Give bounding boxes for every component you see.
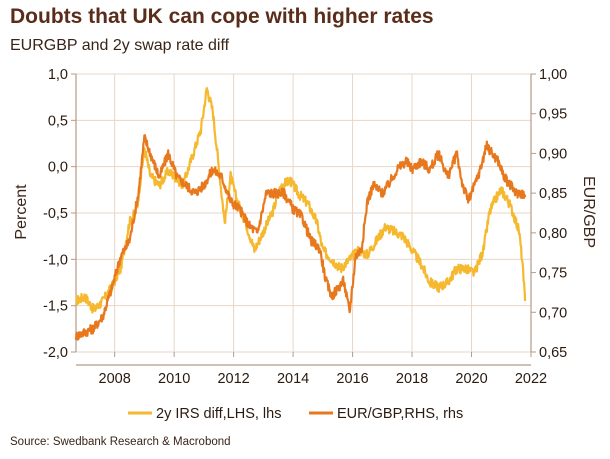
- tick-labels: 1,0 0,5 0,0 -0,5 -1,0 -1,5 -2,0 1,00 0,95 0,90 0,8…: [43, 67, 567, 387]
- y-right-tick-label: 0,95: [539, 107, 567, 123]
- gridlines: [76, 73, 532, 353]
- y-right-tick-label: 0,70: [539, 305, 567, 321]
- x-tick-label: 2020: [455, 371, 487, 387]
- y-right-tick-label: 0,65: [539, 345, 567, 361]
- y-right-tick-label: 0,85: [539, 186, 567, 202]
- y-axis-left-title: Percent: [13, 184, 30, 240]
- y-left-tick-label: -2,0: [43, 345, 68, 361]
- y-right-tick-label: 0,80: [539, 226, 567, 242]
- series-lines: [74, 87, 527, 341]
- x-tick-label: 2012: [217, 371, 249, 387]
- legend-label-eurgbp: EUR/GBP,RHS, rhs: [337, 406, 463, 422]
- chart-title: Doubts that UK can cope with higher rate…: [10, 5, 434, 28]
- y-axis-right-title: EUR/GBP: [580, 176, 597, 248]
- x-tick-label: 2008: [99, 371, 131, 387]
- y-left-tick-label: -1,5: [43, 299, 68, 315]
- chart-subtitle: EURGBP and 2y swap rate diff: [10, 37, 230, 54]
- y-left-tick-label: 1,0: [48, 67, 68, 83]
- legend: 2y IRS diff,LHS, lhs EUR/GBP,RHS, rhs: [128, 406, 463, 422]
- series-line-swap-diff: [75, 87, 527, 314]
- axes: [71, 73, 536, 366]
- x-tick-label: 2014: [277, 371, 309, 387]
- y-left-tick-label: -1,0: [43, 252, 68, 268]
- y-left-tick-label: -0,5: [43, 206, 68, 222]
- y-right-tick-label: 0,75: [539, 266, 567, 282]
- series-line-eurgbp: [74, 134, 527, 341]
- x-tick-label: 2018: [396, 371, 428, 387]
- x-tick-label: 2010: [158, 371, 190, 387]
- y-left-tick-label: 0,5: [48, 113, 68, 129]
- y-right-tick-label: 1,00: [539, 67, 567, 83]
- y-right-tick-label: 0,90: [539, 146, 567, 162]
- x-tick-label: 2016: [336, 371, 368, 387]
- legend-label-swap: 2y IRS diff,LHS, lhs: [156, 406, 281, 422]
- x-tick-label: 2022: [515, 371, 547, 387]
- y-left-tick-label: 0,0: [48, 160, 68, 176]
- source-note: Source: Swedbank Research & Macrobond: [10, 436, 231, 448]
